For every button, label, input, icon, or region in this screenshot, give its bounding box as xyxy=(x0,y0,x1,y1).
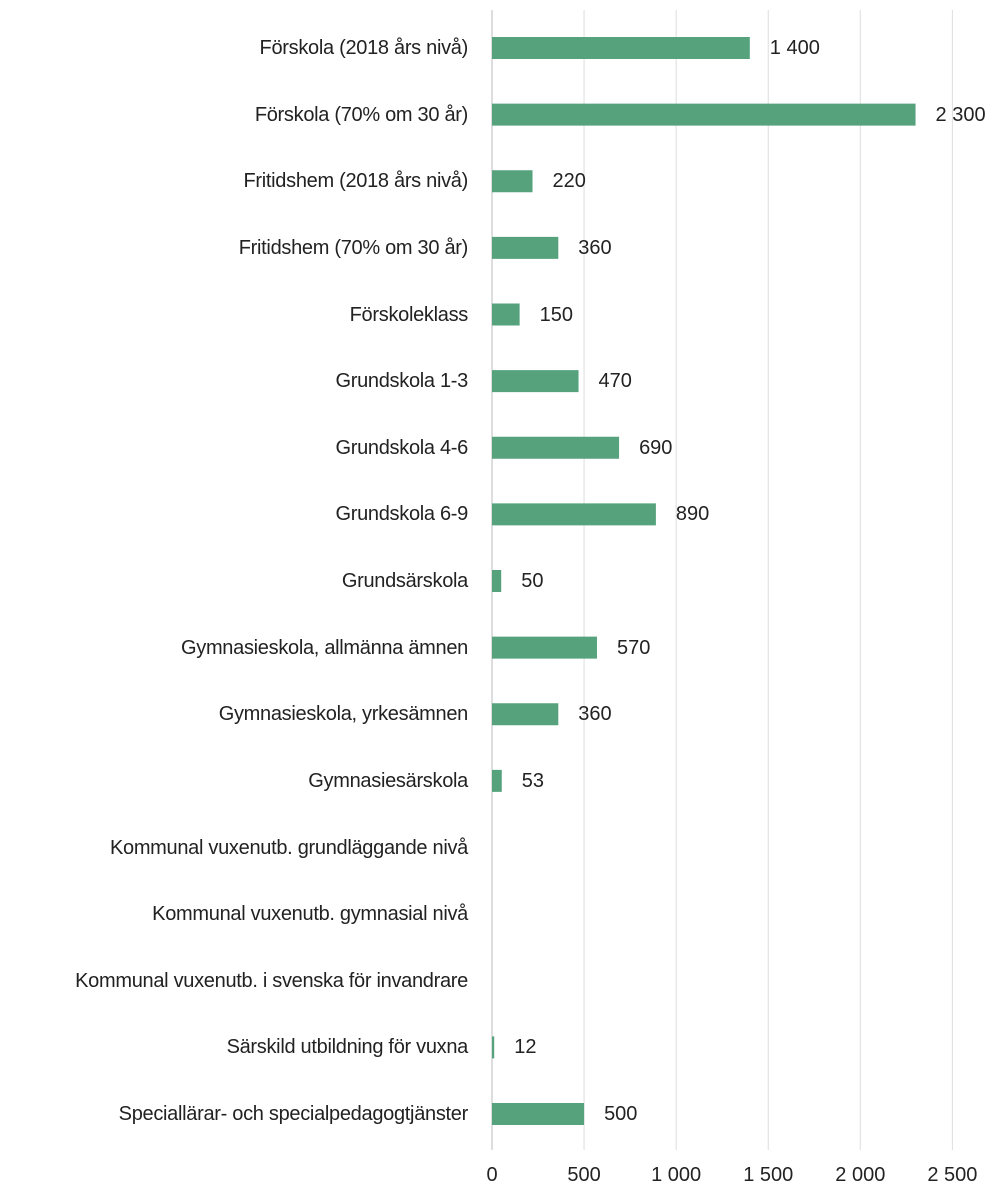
bar xyxy=(492,370,579,393)
data-label: 150 xyxy=(539,303,573,326)
y-tick-label: Speciallärar- och specialpedagogtjänster xyxy=(118,1103,469,1125)
y-tick-label: Förskola (2018 års nivå) xyxy=(259,37,469,59)
x-tick-label: 2 000 xyxy=(835,1164,886,1186)
bar xyxy=(492,37,750,59)
x-tick-label: 500 xyxy=(567,1164,601,1186)
y-tick-label: Grundskola 4-6 xyxy=(335,436,468,459)
bar xyxy=(492,236,559,259)
data-label: 2 300 xyxy=(935,103,986,126)
bar xyxy=(492,170,533,193)
x-tick-label: 2 500 xyxy=(927,1164,978,1186)
y-tick-label: Gymnasieskola, allmänna ämnen xyxy=(180,636,468,659)
bar xyxy=(492,503,656,526)
data-label: 360 xyxy=(578,703,612,726)
y-tick-label: Fritidshem (70% om 30 år) xyxy=(238,236,469,259)
data-label: 53 xyxy=(521,769,544,792)
bar xyxy=(492,636,597,659)
data-label: 890 xyxy=(675,503,710,526)
x-tick-label: 1 000 xyxy=(651,1164,702,1186)
bar xyxy=(492,1036,495,1059)
y-tick-label: Kommunal vuxenutb. i svenska för invandr… xyxy=(75,969,468,992)
data-label: 1 400 xyxy=(769,37,820,59)
bar xyxy=(492,769,502,792)
data-label: 690 xyxy=(639,436,673,459)
bar xyxy=(492,1103,585,1125)
data-label: 470 xyxy=(598,370,632,393)
y-tick-label: Förskoleklass xyxy=(349,303,469,326)
bar xyxy=(492,103,916,126)
y-tick-label: Kommunal vuxenutb. grundläggande nivå xyxy=(109,836,468,859)
data-label: 360 xyxy=(578,236,612,259)
bar xyxy=(492,570,502,592)
x-tick-label: 0 xyxy=(486,1164,498,1186)
data-label: 12 xyxy=(514,1036,537,1059)
bar xyxy=(492,703,559,726)
y-tick-label: Grundsärskola xyxy=(341,570,468,592)
y-tick-label: Särskild utbildning för vuxna xyxy=(226,1036,469,1059)
y-tick-label: Grundskola 6-9 xyxy=(335,503,468,526)
y-tick-label: Fritidshem (2018 års nivå) xyxy=(243,170,468,193)
y-tick-label: Gymnasiesärskola xyxy=(308,769,468,792)
y-tick-label: Förskola (70% om 30 år) xyxy=(254,103,468,126)
data-label: 500 xyxy=(604,1103,638,1125)
data-label: 220 xyxy=(552,170,586,193)
x-tick-label: 1 500 xyxy=(743,1164,794,1186)
data-label: 50 xyxy=(521,570,544,592)
y-tick-label: Gymnasieskola, yrkesämnen xyxy=(218,703,469,726)
y-tick-label: Grundskola 1-3 xyxy=(335,370,468,393)
bar xyxy=(492,436,620,459)
bar xyxy=(492,303,520,326)
data-label: 570 xyxy=(616,636,651,659)
y-tick-label: Kommunal vuxenutb. gymnasial nivå xyxy=(152,903,468,926)
